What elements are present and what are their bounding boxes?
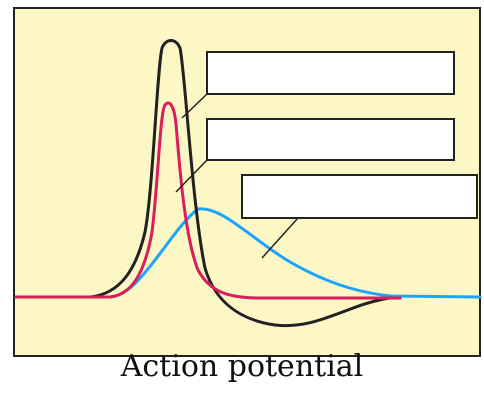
label-box — [241, 174, 478, 219]
red-trace-curve — [14, 101, 402, 300]
black-trace-curve — [14, 39, 402, 328]
diagram-caption: Action potential — [120, 349, 364, 384]
label-leader-line — [261, 217, 299, 259]
blue-trace-curve — [14, 207, 482, 299]
label-box — [206, 118, 455, 161]
label-leader-line — [181, 93, 208, 119]
label-box — [206, 51, 455, 95]
label-leader-line — [175, 159, 208, 193]
